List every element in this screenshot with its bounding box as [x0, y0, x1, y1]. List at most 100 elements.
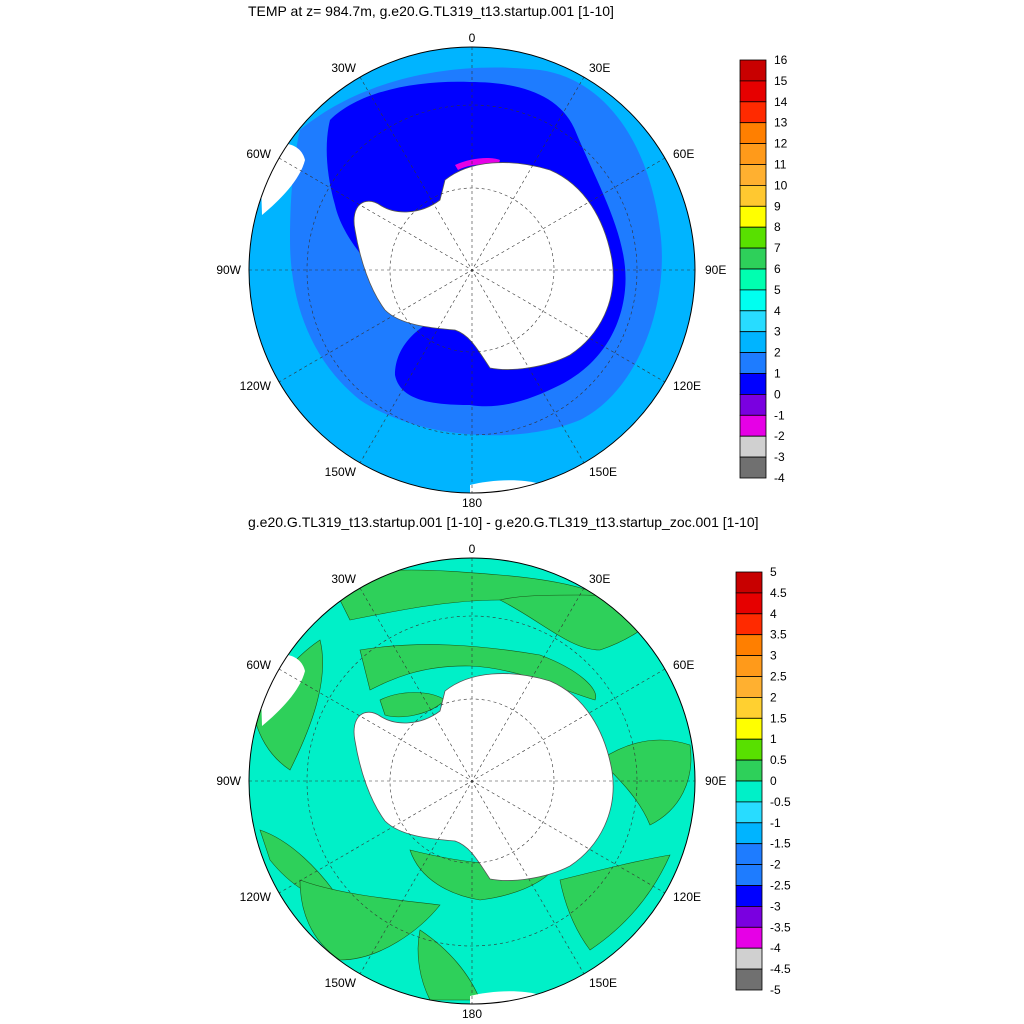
colorbar-swatch	[735, 676, 763, 698]
lon-label-120w: 120W	[240, 890, 272, 904]
graticule-panel-2	[249, 558, 695, 1004]
colorbar-tick-label: -4	[774, 471, 785, 485]
colorbar-tick-label: 2	[770, 690, 777, 704]
colorbar-tick-label: -1	[770, 816, 781, 830]
colorbar-tick-label: 1	[774, 367, 781, 381]
graticule-panel-1	[249, 47, 695, 493]
colorbar-swatch	[735, 780, 763, 803]
colorbar-tick-label: 11	[774, 158, 787, 172]
colorbar-tick-label: -3	[774, 450, 785, 464]
colorbar-swatch	[739, 268, 767, 291]
colorbar-swatch	[739, 393, 767, 416]
lon-label-30e: 30E	[589, 61, 610, 75]
colorbar-tick-label: -2	[774, 429, 785, 443]
positive-difference-patches	[254, 569, 692, 1001]
colorbar-tick-label: -2	[770, 858, 781, 872]
colorbar-swatch	[735, 801, 763, 824]
antarctica-landmass	[353, 162, 614, 370]
colorbar-tick-label: 12	[774, 137, 788, 151]
colorbar-swatch	[735, 947, 763, 970]
colorbar-tick-label: 14	[774, 95, 788, 109]
colorbar-tick-label: 4	[770, 607, 777, 621]
colorbar-tick-label: -3	[770, 899, 781, 913]
colorbar-tick-label: 1	[770, 732, 777, 746]
lon-label-150e: 150E	[589, 976, 617, 990]
lon-label-90e: 90E	[705, 774, 726, 788]
colorbar-tick-label: 7	[774, 241, 781, 255]
colorbar-swatch	[739, 414, 767, 437]
colorbar-swatch	[735, 634, 763, 657]
colorbar-swatch	[739, 122, 767, 144]
colorbar-tick-label: -1.5	[770, 837, 791, 851]
lon-label-150e: 150E	[589, 465, 617, 479]
colorbar-swatch	[735, 968, 763, 991]
colorbar-swatch	[739, 164, 767, 186]
panel-1-title: TEMP at z= 984.7m, g.e20.G.TL319_t13.sta…	[248, 3, 614, 19]
colorbar-swatch	[735, 717, 763, 740]
colorbar-swatch	[739, 205, 767, 228]
colorbar-tick-label: 5	[770, 565, 777, 579]
colorbar-tick-label: 13	[774, 116, 788, 130]
colorbar-tick-label: 4.5	[770, 586, 787, 600]
colorbar-swatch	[735, 592, 763, 615]
colorbar-tick-label: -5	[770, 983, 781, 997]
colorbar-swatch	[735, 906, 763, 928]
colorbar-swatch	[739, 101, 767, 124]
colorbar-tick-label: 8	[774, 220, 781, 234]
colorbar-swatch	[739, 352, 767, 374]
lon-label-90w: 90W	[216, 774, 241, 788]
colorbar-tick-label: 2	[774, 346, 781, 360]
colorbar-swatch	[735, 613, 763, 636]
lon-label-120e: 120E	[673, 379, 701, 393]
colorbar-tick-label: 3	[770, 649, 777, 663]
colorbar-tick-label: 6	[774, 262, 781, 276]
colorbar-swatch	[735, 759, 763, 782]
lon-label-180: 180	[462, 496, 482, 510]
colorbar-tick-label: 1.5	[770, 711, 787, 725]
colorbar-tick-label: 9	[774, 199, 781, 213]
map-border	[248, 557, 696, 1005]
lon-label-0: 0	[469, 31, 476, 45]
colorbar-tick-label: 3	[774, 325, 781, 339]
colorbar-swatch	[739, 331, 767, 354]
colorbar-tick-label: 5	[774, 283, 781, 297]
colorbar-swatch	[739, 184, 767, 207]
very-cold-sliver	[455, 157, 500, 170]
colorbar-swatch	[739, 247, 767, 270]
colorbar-tick-label: 0	[774, 387, 781, 401]
lon-label-30e: 30E	[589, 572, 610, 586]
map-border	[248, 46, 696, 494]
colorbar-tick-label: -1	[774, 408, 785, 422]
colorbar-swatch	[739, 310, 767, 333]
lon-label-60e: 60E	[673, 147, 694, 161]
colorbar-tick-label: -4.5	[770, 962, 791, 976]
lon-label-60w: 60W	[246, 658, 271, 672]
colorbar-swatch	[735, 822, 763, 845]
colorbar-swatch	[735, 571, 763, 594]
panel-2-title: g.e20.G.TL319_t13.startup.001 [1-10] - g…	[248, 514, 759, 530]
colorbar-tick-label: 4	[774, 304, 781, 318]
lon-label-60w: 60W	[246, 147, 271, 161]
colorbar-swatch	[739, 80, 767, 103]
colorbar-tick-label: -2.5	[770, 879, 791, 893]
antarctica-landmass	[353, 673, 614, 881]
colorbar-swatch	[739, 373, 767, 395]
colorbar-tick-label: -0.5	[770, 795, 791, 809]
colorbar-tick-label: 0	[770, 774, 777, 788]
colorbar-swatch	[735, 655, 763, 677]
colorbar-swatch	[739, 143, 767, 165]
colorbar-swatch	[739, 456, 767, 479]
colorbar-panel-2: 5 4.5 4 3.5 3 2.5 2 1.5 1 0.5 0 -0.5 -1 -1.5 -2 -2.5 -3 -…	[735, 565, 791, 997]
lon-label-120w: 120W	[240, 379, 272, 393]
lon-label-120e: 120E	[673, 890, 701, 904]
lon-label-90w: 90W	[216, 263, 241, 277]
colorbar-swatch	[735, 864, 763, 886]
lon-label-90e: 90E	[705, 263, 726, 277]
lon-label-180: 180	[462, 1007, 482, 1021]
colorbar-tick-label: 2.5	[770, 670, 787, 684]
colorbar-swatch	[739, 226, 767, 249]
colorbar-tick-label: 16	[774, 53, 788, 67]
colorbar-swatch	[735, 738, 763, 761]
